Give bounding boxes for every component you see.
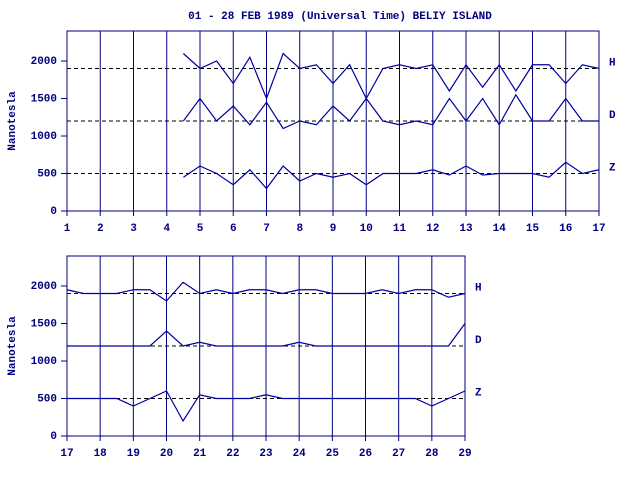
x-tick-label: 17 (592, 223, 605, 235)
x-tick-label: 8 (296, 223, 303, 235)
y-tick-label: 1500 (31, 93, 57, 105)
x-tick-label: 26 (359, 448, 372, 460)
y-tick-label: 500 (37, 168, 57, 180)
x-tick-label: 3 (130, 223, 137, 235)
series-line (67, 390, 466, 423)
series-label: Z (609, 162, 616, 174)
x-tick-label: 7 (263, 223, 270, 235)
series-label: D (609, 110, 616, 122)
y-tick-label: 0 (50, 431, 57, 443)
y-tick-label: 2000 (31, 56, 57, 68)
x-tick-label: 11 (393, 223, 407, 235)
y-tick-label: 2000 (31, 281, 57, 293)
y-axis-label: Nanotesla (7, 91, 19, 151)
y-tick-label: 1500 (31, 318, 57, 330)
x-tick-label: 14 (493, 223, 507, 235)
x-tick-label: 18 (94, 448, 108, 460)
x-tick-label: 25 (326, 448, 340, 460)
x-tick-label: 13 (459, 223, 473, 235)
series-label: D (475, 335, 482, 347)
x-tick-label: 16 (559, 223, 572, 235)
x-tick-label: 28 (425, 448, 439, 460)
series-line (67, 323, 466, 347)
x-tick-label: 12 (426, 223, 439, 235)
chart-title: 01 - 28 FEB 1989 (Universal Time) BELIY … (188, 11, 492, 23)
series-label: H (475, 282, 482, 294)
x-tick-label: 17 (60, 448, 73, 460)
series-line (66, 281, 466, 302)
x-tick-label: 19 (127, 448, 140, 460)
y-axis-label: Nanotesla (7, 316, 19, 376)
y-tick-label: 0 (50, 206, 57, 218)
series-line (182, 52, 600, 101)
x-tick-label: 20 (160, 448, 173, 460)
series-label: H (609, 57, 616, 69)
x-tick-label: 2 (97, 223, 104, 235)
x-tick-label: 21 (193, 448, 207, 460)
x-tick-label: 22 (226, 448, 239, 460)
series-label: Z (475, 387, 482, 399)
y-tick-label: 1000 (31, 131, 57, 143)
x-tick-label: 29 (458, 448, 471, 460)
x-tick-label: 5 (197, 223, 204, 235)
x-tick-label: 1 (64, 223, 71, 235)
x-tick-label: 10 (360, 223, 373, 235)
x-tick-label: 15 (526, 223, 540, 235)
x-tick-label: 23 (259, 448, 273, 460)
series-line (183, 161, 600, 190)
series-line (182, 93, 599, 130)
y-tick-label: 500 (37, 393, 57, 405)
x-tick-label: 4 (163, 223, 170, 235)
x-tick-label: 6 (230, 223, 237, 235)
x-tick-label: 9 (330, 223, 337, 235)
x-tick-label: 24 (293, 448, 307, 460)
y-tick-label: 1000 (31, 356, 57, 368)
x-tick-label: 27 (392, 448, 405, 460)
